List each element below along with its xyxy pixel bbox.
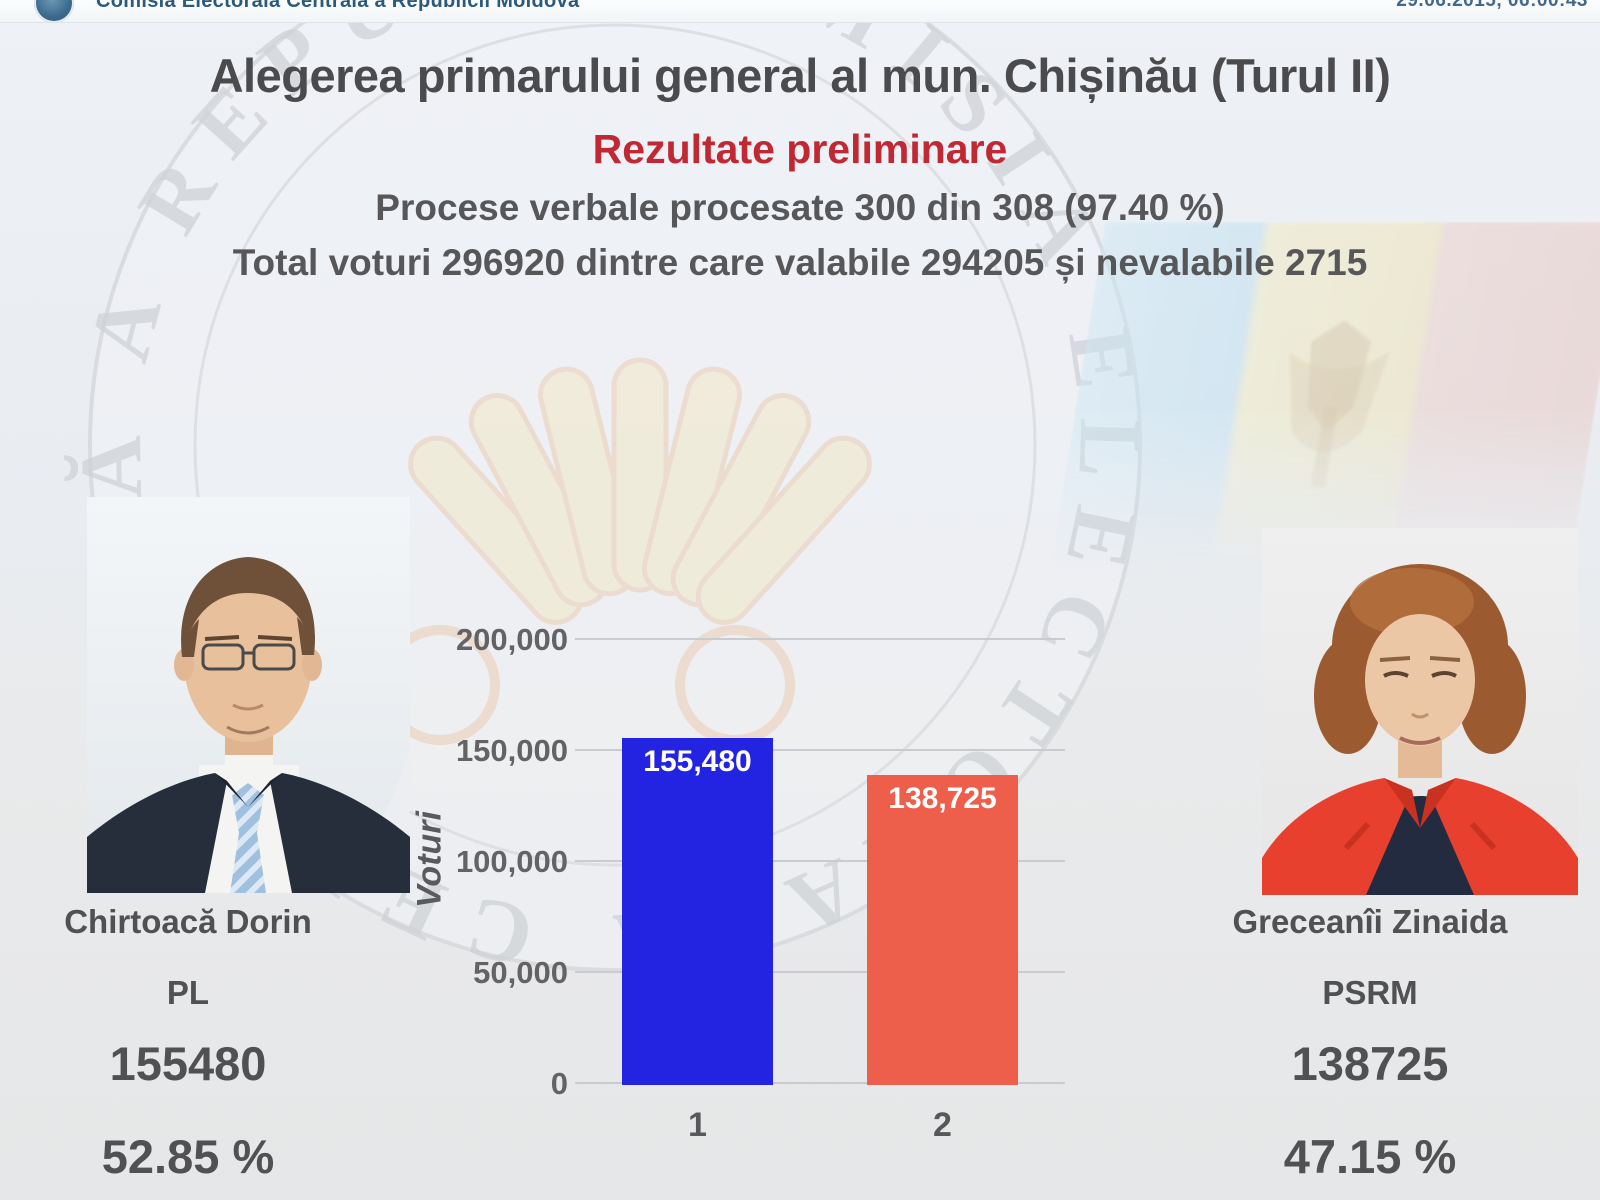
flag-coat-of-arms (1289, 320, 1390, 487)
candidate-party: PSRM (1322, 973, 1418, 1011)
y-axis-tick-label: 100,000 (455, 844, 568, 879)
x-axis-tick-label: 1 (688, 1106, 707, 1144)
candidate-party: PL (166, 973, 210, 1011)
candidate-votes: 138725 (1291, 1036, 1449, 1090)
y-axis-tick-label: 200,000 (455, 622, 568, 657)
datetime-label: 29.06.2015, 06:00:43 (1396, 0, 1588, 11)
chart-gridline (575, 638, 1065, 640)
y-axis-tick-label: 0 (550, 1066, 568, 1101)
y-axis-tick-label: 150,000 (455, 733, 568, 768)
candidate-percent: 47.15 % (1283, 1129, 1457, 1183)
app-title: Comisia Electorală Centrală a Republicii… (96, 0, 580, 12)
x-axis-tick-label: 2 (933, 1106, 952, 1144)
chart-bar (622, 737, 773, 1085)
candidate-name: Chirtoacă Dorin (64, 903, 312, 940)
bar-value-label: 138,725 (888, 782, 997, 816)
chart-gridline (575, 971, 1065, 973)
candidate-photo-right (1262, 528, 1578, 895)
total-votes-line: Total voturi 296920 dintre care valabile… (232, 242, 1368, 283)
y-axis-tick-label: 50,000 (473, 955, 568, 990)
candidate-card-right: Greceanîi Zinaida PSRM 138725 47.15 % (1220, 903, 1520, 1184)
headline-block: Alegerea primarului general al mun. Chiș… (0, 48, 1600, 284)
bar-value-label: 155,480 (643, 744, 752, 778)
candidate-votes: 155480 (109, 1036, 267, 1090)
top-bar: Comisia Electorală Centrală a Republicii… (0, 0, 1600, 23)
moldova-flag-watermark (1050, 222, 1600, 567)
protocols-processed-line: Procese verbale procesate 300 din 308 (9… (375, 187, 1225, 228)
votes-bar-chart: Voturi 0 50,000 100,000 150,000 200,000 155,4… (411, 600, 1080, 1180)
candidate-percent: 52.85 % (101, 1129, 275, 1183)
subtitle-preliminary: Rezultate preliminare (592, 126, 1008, 172)
candidate-photo-left (87, 497, 410, 893)
page-title: Alegerea primarului general al mun. Chiș… (209, 49, 1391, 102)
chart-bar (867, 775, 1018, 1085)
candidate-card-left: Chirtoacă Dorin PL 155480 52.85 % (38, 903, 338, 1184)
chart-gridline (575, 1082, 1065, 1084)
candidate-name: Greceanîi Zinaida (1232, 903, 1508, 940)
cec-logo-icon (34, 0, 74, 22)
